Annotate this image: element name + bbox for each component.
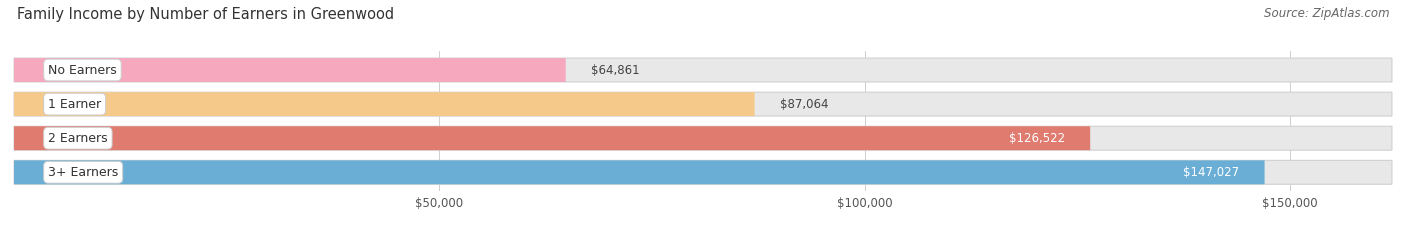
FancyBboxPatch shape xyxy=(14,160,1392,184)
Text: 2 Earners: 2 Earners xyxy=(48,132,108,145)
FancyBboxPatch shape xyxy=(14,126,1392,150)
Text: $126,522: $126,522 xyxy=(1008,132,1064,145)
Text: 1 Earner: 1 Earner xyxy=(48,98,101,111)
Text: Family Income by Number of Earners in Greenwood: Family Income by Number of Earners in Gr… xyxy=(17,7,394,22)
Text: $147,027: $147,027 xyxy=(1182,166,1239,179)
Text: Source: ZipAtlas.com: Source: ZipAtlas.com xyxy=(1264,7,1389,20)
Text: No Earners: No Earners xyxy=(48,64,117,76)
Text: $64,861: $64,861 xyxy=(592,64,640,76)
FancyBboxPatch shape xyxy=(14,58,1392,82)
FancyBboxPatch shape xyxy=(14,126,1090,150)
Text: 3+ Earners: 3+ Earners xyxy=(48,166,118,179)
FancyBboxPatch shape xyxy=(14,58,565,82)
Text: $87,064: $87,064 xyxy=(780,98,828,111)
FancyBboxPatch shape xyxy=(14,92,1392,116)
FancyBboxPatch shape xyxy=(14,160,1264,184)
FancyBboxPatch shape xyxy=(14,92,755,116)
